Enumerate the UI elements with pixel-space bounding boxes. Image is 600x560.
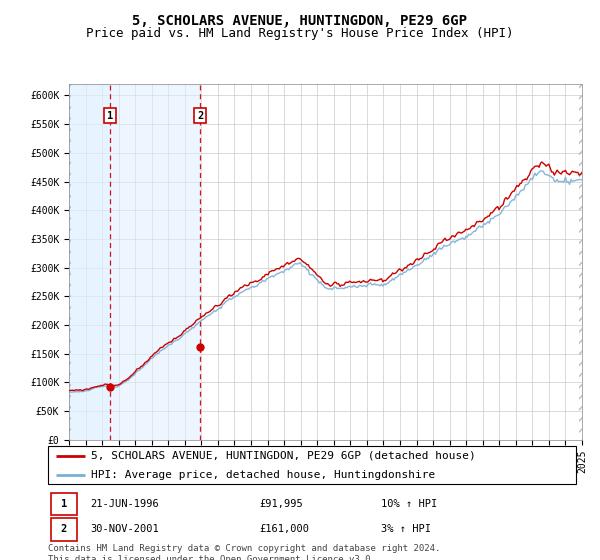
Text: Contains HM Land Registry data © Crown copyright and database right 2024.
This d: Contains HM Land Registry data © Crown c… xyxy=(48,544,440,560)
Text: 21-JUN-1996: 21-JUN-1996 xyxy=(90,499,159,509)
Text: 3% ↑ HPI: 3% ↑ HPI xyxy=(380,524,431,534)
Text: 1: 1 xyxy=(61,499,67,509)
Text: 2: 2 xyxy=(61,524,67,534)
Text: Price paid vs. HM Land Registry's House Price Index (HPI): Price paid vs. HM Land Registry's House … xyxy=(86,27,514,40)
Bar xyxy=(110,84,200,440)
Text: £91,995: £91,995 xyxy=(259,499,303,509)
Text: £161,000: £161,000 xyxy=(259,524,309,534)
Text: 5, SCHOLARS AVENUE, HUNTINGDON, PE29 6GP (detached house): 5, SCHOLARS AVENUE, HUNTINGDON, PE29 6GP… xyxy=(91,451,476,461)
Text: 30-NOV-2001: 30-NOV-2001 xyxy=(90,524,159,534)
Text: 1: 1 xyxy=(107,110,113,120)
Bar xyxy=(69,84,110,440)
Bar xyxy=(50,493,77,515)
Text: 10% ↑ HPI: 10% ↑ HPI xyxy=(380,499,437,509)
Text: HPI: Average price, detached house, Huntingdonshire: HPI: Average price, detached house, Hunt… xyxy=(91,470,436,480)
Text: 5, SCHOLARS AVENUE, HUNTINGDON, PE29 6GP: 5, SCHOLARS AVENUE, HUNTINGDON, PE29 6GP xyxy=(133,14,467,28)
Bar xyxy=(50,518,77,540)
Text: 2: 2 xyxy=(197,110,203,120)
